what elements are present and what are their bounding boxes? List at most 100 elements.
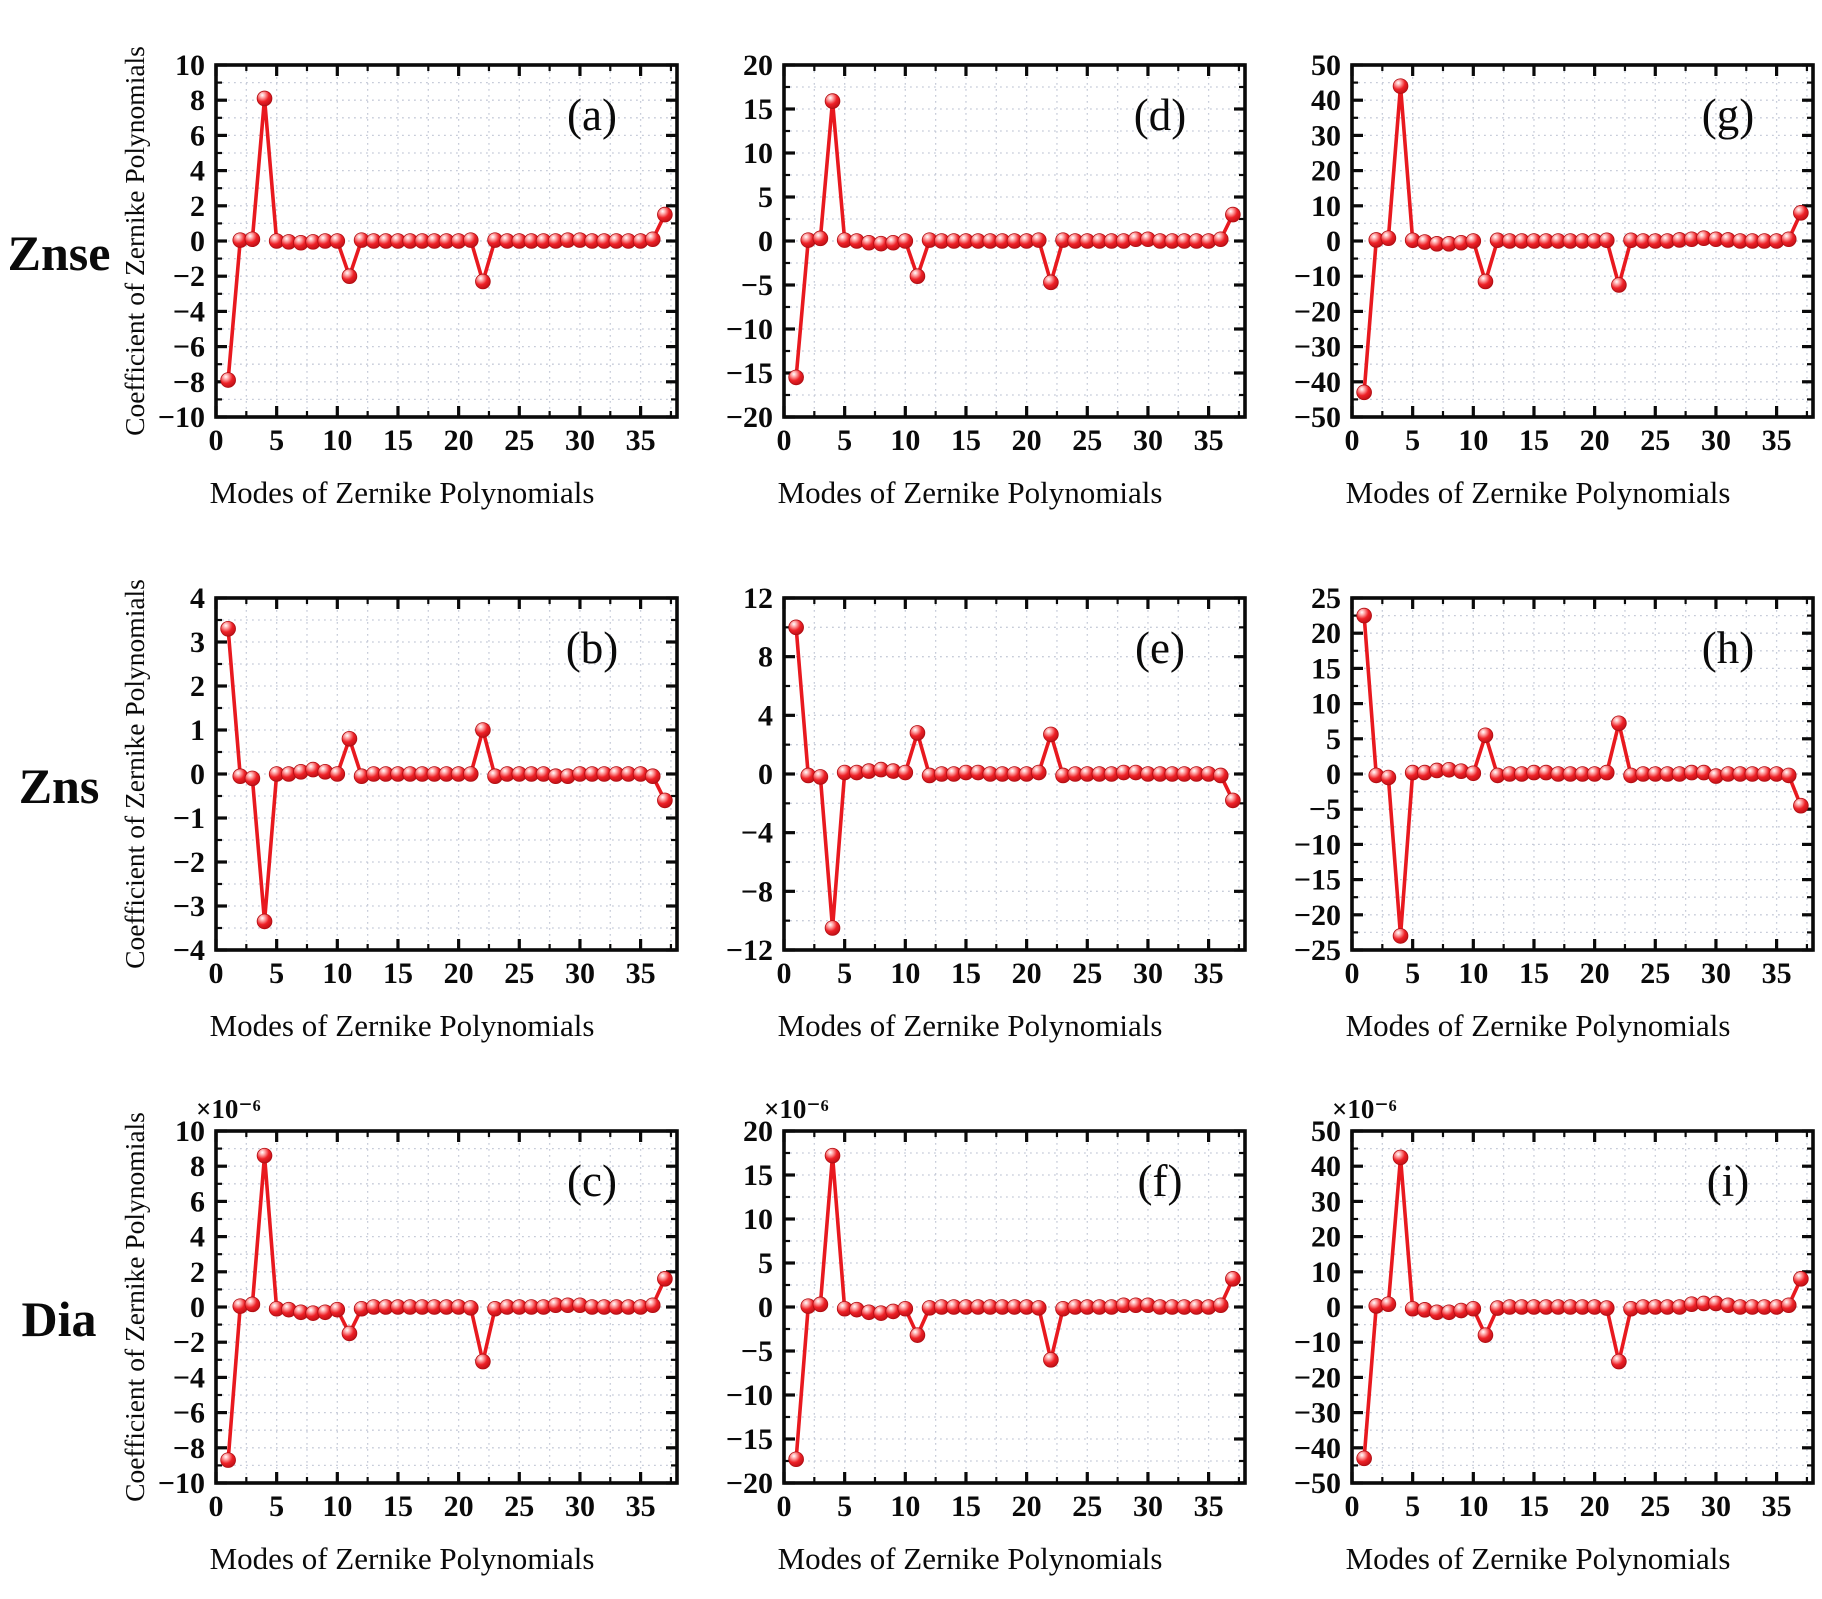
svg-text:−15: −15: [725, 1423, 772, 1456]
figure-row-zns: Zns 0 5 10 15 20 25 30 35 −4 −3 −2 −1 0 1 2 3 4 Coefficie…: [0, 533, 1822, 1066]
svg-text:0: 0: [208, 424, 223, 457]
svg-text:35: 35: [1193, 424, 1223, 457]
chart-panel-i: 0 5 10 15 20 25 30 35 −50 −40 −30 −20 −10 0 10 20 30 40 50…: [1254, 1089, 1822, 1577]
svg-text:0: 0: [208, 957, 223, 990]
chart-panel-e: 0 5 10 15 20 25 30 35 −12 −8 −4 0 4 8 12 (e) Modes of Z…: [686, 556, 1254, 1044]
figure-row-dia: Dia 0 5 10 15 20 25 30 35 −10 −8 −6 −4 −2 0 2 4 6 8 10 ×10⁻…: [0, 1066, 1822, 1599]
svg-text:10: 10: [1458, 1490, 1488, 1523]
svg-text:20: 20: [1311, 154, 1341, 187]
svg-text:4: 4: [758, 699, 773, 732]
svg-text:−40: −40: [1293, 1431, 1340, 1464]
data-markers: [1355, 1149, 1809, 1466]
panel-svg-d: 0 5 10 15 20 25 30 35 −20 −15 −10 −5 0 5 10 15 20 (d): [725, 49, 1247, 457]
svg-text:5: 5: [269, 957, 284, 990]
grid-lines: [783, 1130, 1245, 1483]
x-axis-label: Modes of Zernike Polynomials: [209, 474, 595, 510]
svg-text:−20: −20: [1293, 1361, 1340, 1394]
plot-frame: [781, 62, 1247, 419]
plot-frame: [1349, 1128, 1815, 1485]
svg-text:0: 0: [776, 957, 791, 990]
panel-letter: (g): [1701, 90, 1753, 140]
svg-text:35: 35: [1761, 424, 1791, 457]
svg-text:5: 5: [269, 424, 284, 457]
y-axis-label: Coefficient of Zernike Polynomials: [120, 1112, 150, 1502]
svg-text:5: 5: [837, 957, 852, 990]
svg-text:0: 0: [1326, 1291, 1341, 1324]
x-axis-label: Modes of Zernike Polynomials: [1345, 1007, 1731, 1043]
svg-text:25: 25: [1640, 957, 1670, 990]
svg-text:25: 25: [1640, 424, 1670, 457]
svg-text:0: 0: [1344, 957, 1359, 990]
svg-text:−2: −2: [172, 1326, 204, 1359]
svg-text:15: 15: [743, 93, 773, 126]
svg-text:−15: −15: [725, 357, 772, 390]
svg-text:−20: −20: [725, 1467, 772, 1500]
svg-text:0: 0: [1326, 758, 1341, 791]
svg-text:6: 6: [190, 119, 205, 152]
svg-text:0: 0: [1344, 1490, 1359, 1523]
svg-text:20: 20: [1579, 957, 1609, 990]
data-markers: [1355, 77, 1809, 400]
svg-text:10: 10: [890, 957, 920, 990]
chart-panel-a: 0 5 10 15 20 25 30 35 −10 −8 −6 −4 −2 0 2 4 6 8 10 Coeffici…: [118, 23, 686, 511]
x-axis-label: Modes of Zernike Polynomials: [209, 1007, 595, 1043]
svg-text:35: 35: [625, 424, 655, 457]
svg-text:−40: −40: [1293, 365, 1340, 398]
svg-text:8: 8: [190, 84, 205, 117]
data-markers: [787, 92, 1241, 385]
x-tick-labels: 0 5 10 15 20 25 30 35: [208, 424, 655, 457]
svg-text:20: 20: [1579, 1490, 1609, 1523]
x-axis-label: Modes of Zernike Polynomials: [777, 474, 1163, 510]
svg-text:−15: −15: [1293, 863, 1340, 896]
svg-text:50: 50: [1311, 49, 1341, 82]
panel-letter: (h): [1701, 623, 1753, 673]
x-tick-labels: 0 5 10 15 20 25 30 35: [208, 957, 655, 990]
x-tick-labels: 0 5 10 15 20 25 30 35: [208, 1490, 655, 1523]
svg-text:5: 5: [837, 424, 852, 457]
svg-text:10: 10: [322, 424, 352, 457]
svg-text:25: 25: [1311, 582, 1341, 615]
axis-multiplier: ×10⁻⁶: [764, 1094, 829, 1124]
svg-text:10: 10: [743, 137, 773, 170]
x-axis-label: Modes of Zernike Polynomials: [777, 1007, 1163, 1043]
svg-text:15: 15: [1518, 424, 1548, 457]
data-markers: [219, 90, 673, 388]
row-label-zns: Zns: [18, 757, 100, 814]
svg-text:0: 0: [190, 225, 205, 258]
y-tick-labels: −4 −3 −2 −1 0 1 2 3 4: [172, 582, 204, 967]
panel-svg-i: 0 5 10 15 20 25 30 35−50−40−30−20−1001020304050…: [1293, 1094, 1815, 1523]
svg-text:1: 1: [190, 714, 205, 747]
panel-letter: (c): [567, 1156, 617, 1206]
axis-multiplier: ×10⁻⁶: [196, 1094, 261, 1124]
x-axis-label: Modes of Zernike Polynomials: [209, 1540, 595, 1576]
chart-panel-h: 0 5 10 15 20 25 30 35 −25 −20 −15 −10 −5 0 5 10 15 20 25 (h…: [1254, 556, 1822, 1044]
svg-text:25: 25: [504, 957, 534, 990]
panel-svg-a: 0 5 10 15 20 25 30 35−10−8−6−4−20246810Coeffici…: [120, 46, 679, 457]
svg-text:−20: −20: [1293, 295, 1340, 328]
svg-text:5: 5: [1326, 722, 1341, 755]
svg-text:25: 25: [1640, 1490, 1670, 1523]
svg-text:30: 30: [564, 1490, 594, 1523]
svg-text:15: 15: [1311, 652, 1341, 685]
panel-letter: (f): [1137, 1156, 1182, 1206]
svg-text:15: 15: [382, 424, 412, 457]
grid-lines: [1351, 64, 1813, 417]
panel-svg-b: 0 5 10 15 20 25 30 35 −4 −3 −2 −1 0 1 2 3 4 Coefficient o…: [120, 579, 679, 990]
svg-text:8: 8: [190, 1150, 205, 1183]
svg-text:−30: −30: [1293, 1396, 1340, 1429]
svg-text:−5: −5: [1308, 793, 1340, 826]
svg-text:30: 30: [1700, 424, 1730, 457]
svg-text:15: 15: [950, 1490, 980, 1523]
x-tick-labels: 0 5 10 15 20 25 30 35: [1344, 424, 1791, 457]
panel-svg-h: 0 5 10 15 20 25 30 35−25−20−15−10−50510152025(h…: [1293, 582, 1815, 990]
axis-multiplier: ×10⁻⁶: [1332, 1094, 1397, 1124]
svg-text:5: 5: [758, 1247, 773, 1280]
data-markers: [1355, 607, 1809, 944]
svg-text:10: 10: [1311, 189, 1341, 222]
svg-text:20: 20: [443, 957, 473, 990]
svg-text:25: 25: [1072, 1490, 1102, 1523]
x-axis-label: Modes of Zernike Polynomials: [1345, 474, 1731, 510]
